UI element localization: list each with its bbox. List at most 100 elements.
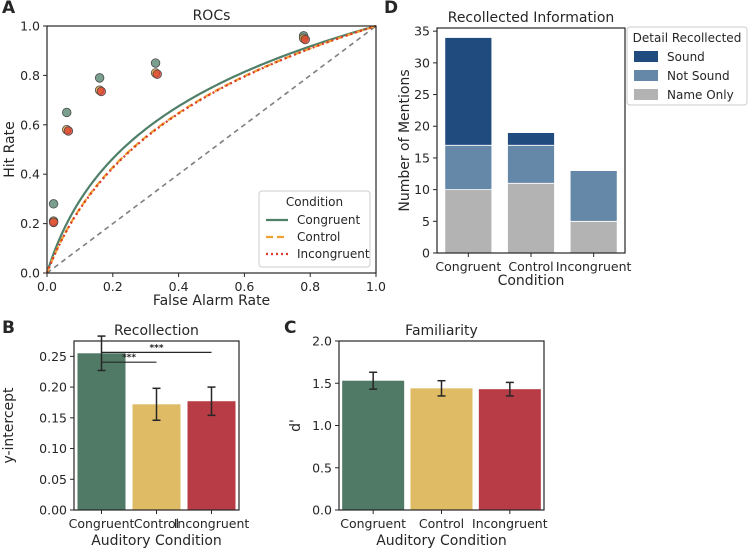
y-tick-label: 1.0 bbox=[312, 418, 332, 433]
stack-sound bbox=[507, 132, 555, 146]
roc-point-incongruent bbox=[152, 69, 162, 79]
roc-point-incongruent bbox=[63, 126, 74, 136]
x-tick-label: Incongruent bbox=[472, 516, 548, 531]
y-tick-label: 0.05 bbox=[39, 472, 67, 487]
bar-congruent bbox=[77, 353, 126, 510]
y-tick-label: 0.2 bbox=[20, 216, 40, 231]
y-tick-label: 0.10 bbox=[39, 441, 67, 456]
legend-entry: Incongruent bbox=[297, 247, 370, 261]
y-tick-label: 0.6 bbox=[20, 117, 40, 132]
y-tick-label: 0 bbox=[422, 246, 430, 261]
y-tick-label: 35 bbox=[414, 24, 430, 39]
bar-control bbox=[410, 388, 473, 510]
y-tick-label: 0.0 bbox=[312, 503, 332, 518]
panel-C: C Familiarity 0.0 0.5 1.0 1.5 2.0 d' Auditory Co… bbox=[284, 318, 548, 549]
roc-point-congruent bbox=[62, 107, 72, 118]
x-tick-label: Control bbox=[508, 259, 553, 274]
legend-entry: Sound bbox=[667, 50, 705, 64]
legend-entry: Control bbox=[297, 230, 340, 244]
x-axis-label: Auditory Condition bbox=[91, 533, 222, 549]
y-tick-label: 0.8 bbox=[20, 68, 40, 83]
x-tick-label: 0.4 bbox=[169, 279, 189, 294]
x-tick-label: Incongruent bbox=[174, 516, 250, 531]
significance-stars: *** bbox=[122, 353, 136, 363]
x-tick-label: 1.0 bbox=[366, 279, 386, 294]
stack-not-sound bbox=[569, 170, 618, 222]
roc-point-congruent bbox=[94, 73, 105, 83]
chart-title: Recollection bbox=[114, 323, 199, 339]
y-tick-label: 10 bbox=[414, 182, 430, 197]
y-tick-label: 0.25 bbox=[39, 349, 67, 364]
y-tick-label: 30 bbox=[414, 55, 430, 70]
x-axis-label: Condition bbox=[498, 273, 565, 289]
panel-label: B bbox=[2, 318, 15, 338]
chart-title: ROCs bbox=[193, 8, 231, 24]
y-tick-label: 1.5 bbox=[312, 376, 332, 391]
chart-title: Recollected Information bbox=[448, 10, 615, 26]
x-tick-label: 0.0 bbox=[37, 279, 57, 294]
y-tick-label: 5 bbox=[422, 214, 430, 229]
x-tick-label: Incongruent bbox=[556, 259, 632, 274]
y-axis-label: Number of Mentions bbox=[397, 69, 413, 211]
y-tick-label: 20 bbox=[414, 119, 430, 134]
legend-entry: Not Sound bbox=[667, 69, 730, 83]
legend-box bbox=[258, 190, 371, 268]
legend-title: Condition bbox=[286, 195, 343, 209]
axes-frame bbox=[73, 340, 240, 511]
stack-name-only bbox=[507, 182, 555, 254]
significance-stars: *** bbox=[149, 343, 163, 353]
y-tick-label: 0.4 bbox=[20, 167, 40, 182]
x-axis-label: False Alarm Rate bbox=[153, 293, 270, 309]
x-axis-label: Auditory Condition bbox=[376, 533, 507, 549]
y-tick-label: 15 bbox=[414, 150, 430, 165]
legend-entry: Name Only bbox=[667, 88, 734, 102]
y-axis-label: y-intercept bbox=[1, 387, 17, 464]
legend-box bbox=[626, 26, 748, 106]
roc-point-incongruent bbox=[300, 34, 310, 45]
axes-frame bbox=[436, 27, 626, 254]
x-tick-label: Congruent bbox=[435, 259, 501, 274]
panel-A: A ROCs 0.0 0.2 0.4 0.6 0.8 1.0 Hit Rate False Ala… bbox=[2, 0, 386, 309]
y-tick-label: 1.0 bbox=[20, 19, 40, 34]
y-tick-label: 0.20 bbox=[39, 380, 67, 395]
stack-not-sound bbox=[444, 144, 493, 191]
y-tick-label: 2.0 bbox=[312, 334, 332, 349]
x-tick-label: 0.2 bbox=[103, 279, 123, 294]
roc-curve-incongruent bbox=[45, 24, 377, 274]
y-tick-label: 0.0 bbox=[20, 266, 40, 281]
stack-sound bbox=[444, 37, 493, 146]
roc-point-incongruent bbox=[48, 217, 59, 228]
stack-name-only bbox=[569, 220, 618, 254]
x-tick-label: 0.8 bbox=[300, 279, 320, 294]
x-tick-label: 0.6 bbox=[234, 279, 254, 294]
y-tick-label: 25 bbox=[414, 87, 430, 102]
legend-title: Detail Recollected bbox=[633, 31, 742, 45]
bar-congruent bbox=[342, 380, 405, 510]
axes-frame bbox=[338, 340, 545, 511]
y-tick-label: 0.15 bbox=[39, 410, 67, 425]
roc-point-incongruent bbox=[96, 86, 106, 97]
legend-swatch bbox=[634, 51, 658, 62]
bar-incongruent bbox=[187, 401, 236, 510]
chart-title: Familiarity bbox=[405, 323, 478, 339]
panel-label: A bbox=[2, 0, 16, 18]
axes-frame bbox=[46, 25, 377, 274]
roc-curve-congruent bbox=[45, 24, 377, 274]
legend-swatch bbox=[634, 89, 658, 100]
panel-B: B Recollection 0.00 0.05 0.10 0.15 0.20 0.25 y-i… bbox=[1, 318, 249, 549]
stack-name-only bbox=[444, 189, 493, 254]
panel-label: C bbox=[284, 318, 296, 338]
panel-D: D Recollected Information 0 5 10 15 20 25 30 35 Nu… bbox=[384, 0, 748, 289]
x-tick-label: Control bbox=[134, 516, 179, 531]
y-tick-label: 0.00 bbox=[39, 503, 67, 518]
y-axis-label: Hit Rate bbox=[2, 121, 18, 177]
legend-entry: Congruent bbox=[297, 213, 360, 227]
x-tick-label: Control bbox=[419, 516, 464, 531]
stack-not-sound bbox=[507, 144, 555, 184]
roc-point-congruent bbox=[48, 199, 59, 209]
bar-control bbox=[132, 404, 181, 510]
legend-swatch bbox=[634, 70, 658, 81]
x-tick-label: Congruent bbox=[340, 516, 406, 531]
y-tick-label: 0.5 bbox=[312, 460, 332, 475]
